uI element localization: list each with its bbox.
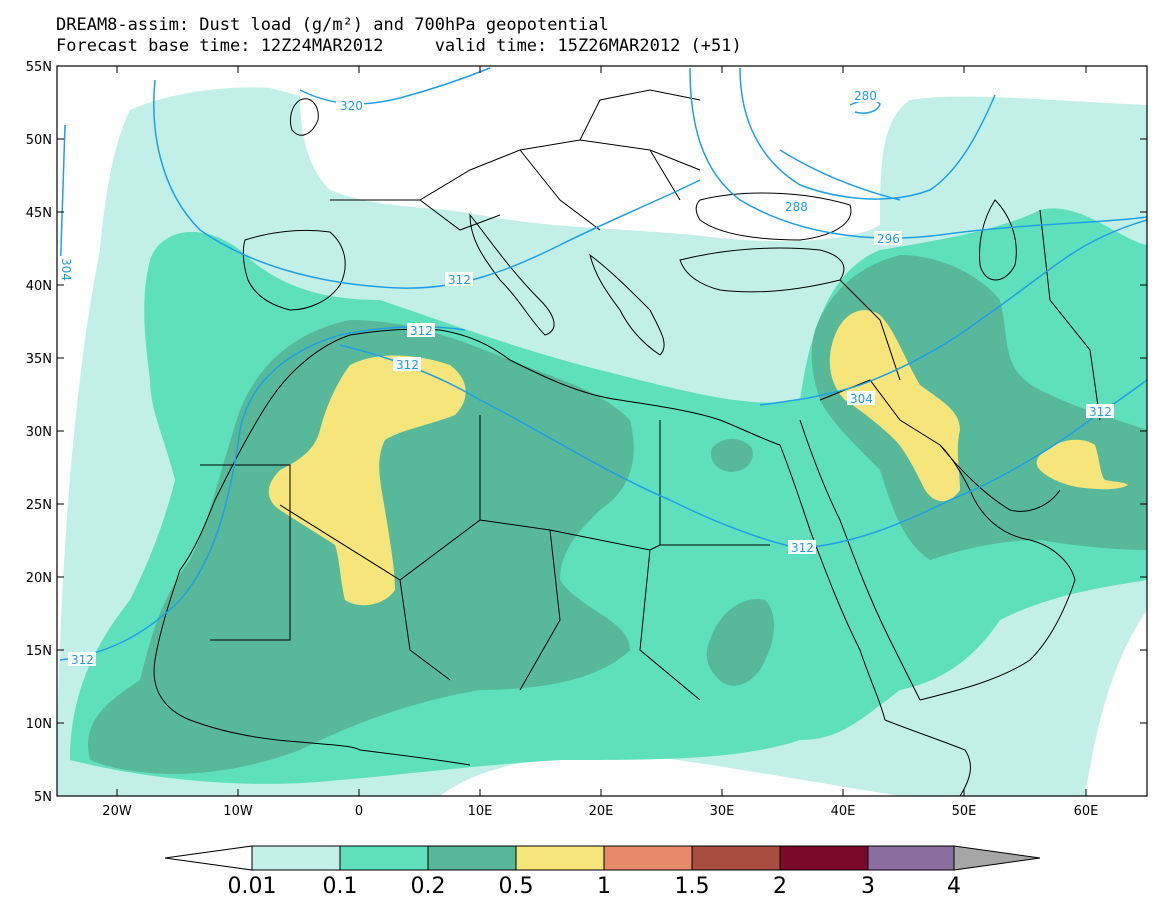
dust-level-0-2-sudan-patch	[706, 599, 775, 686]
lat-label: 25N	[26, 498, 52, 513]
lat-label: 10N	[26, 717, 52, 732]
map-subtitle: Forecast base time: 12Z24MAR2012 valid t…	[56, 36, 742, 56]
contour-label-group: 320 280 288 296 304 312 312 312 304 312 …	[50, 88, 1114, 667]
lat-label: 20N	[26, 571, 52, 586]
colorbar-swatch	[164, 845, 253, 871]
colorbar-label: 0.2	[411, 874, 446, 899]
lat-label: 35N	[26, 352, 52, 367]
colorbar-swatch	[953, 845, 1041, 871]
colorbar-swatch	[867, 845, 955, 871]
colorbar-label: 2	[773, 874, 787, 899]
colorbar-swatch	[339, 845, 429, 871]
lon-label: 0	[355, 804, 363, 819]
contour-label: 312	[71, 653, 94, 667]
dust-level-0-5-iraq	[829, 310, 960, 502]
lat-label: 55N	[26, 60, 52, 75]
colorbar-swatch	[427, 845, 517, 871]
contour-label: 304	[850, 392, 873, 406]
contour-label: 296	[877, 232, 900, 246]
dust-level-0-5-iran	[1036, 439, 1128, 490]
lat-label: 45N	[26, 206, 52, 221]
contour-label: 312	[448, 273, 471, 287]
colorbar: 0.01 0.1 0.2 0.5 1 1.5 2 3 4	[164, 845, 1041, 899]
colorbar-label: 0.1	[323, 874, 358, 899]
contour-label: 312	[1089, 405, 1112, 419]
no-dust-central-africa	[440, 754, 900, 796]
colorbar-label: 0.5	[499, 874, 534, 899]
lon-label: 10W	[223, 804, 253, 819]
dust-level-0-2-arabia	[811, 255, 1147, 560]
colorbar-label: 1	[597, 874, 611, 899]
contour-label: 280	[854, 89, 877, 103]
dust-level-0-2-east-egypt	[710, 439, 753, 472]
lat-label: 5N	[34, 790, 52, 805]
dust-level-0-5-algeria	[268, 355, 466, 606]
contour-label: 312	[410, 324, 433, 338]
lat-label: 30N	[26, 425, 52, 440]
lon-label: 10E	[468, 804, 493, 819]
colorbar-swatch	[779, 845, 869, 871]
colorbar-label: 1.5	[675, 874, 710, 899]
colorbar-swatch	[603, 845, 693, 871]
lon-label: 20E	[589, 804, 614, 819]
contour-label: 320	[340, 99, 363, 113]
colorbar-label: 4	[947, 874, 961, 899]
contour-label: 312	[396, 358, 419, 372]
latitude-axis: 55N 50N 45N 40N 35N 30N 25N 20N 15N 10N …	[26, 60, 1147, 805]
lat-label: 40N	[26, 279, 52, 294]
map-plot-area	[57, 66, 1147, 796]
lat-label: 50N	[26, 133, 52, 148]
colorbar-label: 0.01	[228, 874, 277, 899]
map-title: DREAM8-assim: Dust load (g/m²) and 700hP…	[56, 15, 609, 35]
colorbar-swatch	[691, 845, 781, 871]
lon-label: 20W	[102, 804, 132, 819]
lon-label: 30E	[710, 804, 735, 819]
lon-label: 60E	[1074, 804, 1099, 819]
colorbar-swatch	[251, 845, 341, 871]
colorbar-swatch	[515, 845, 605, 871]
contour-label: 312	[791, 541, 814, 555]
longitude-axis: 20W 10W 0 10E 20E 30E 40E 50E 60E	[102, 66, 1098, 819]
lon-label: 50E	[952, 804, 977, 819]
lon-label: 40E	[831, 804, 856, 819]
contour-label: 288	[785, 200, 808, 214]
colorbar-label: 3	[861, 874, 875, 899]
lat-label: 15N	[26, 644, 52, 659]
contour-label: 304	[59, 258, 73, 281]
